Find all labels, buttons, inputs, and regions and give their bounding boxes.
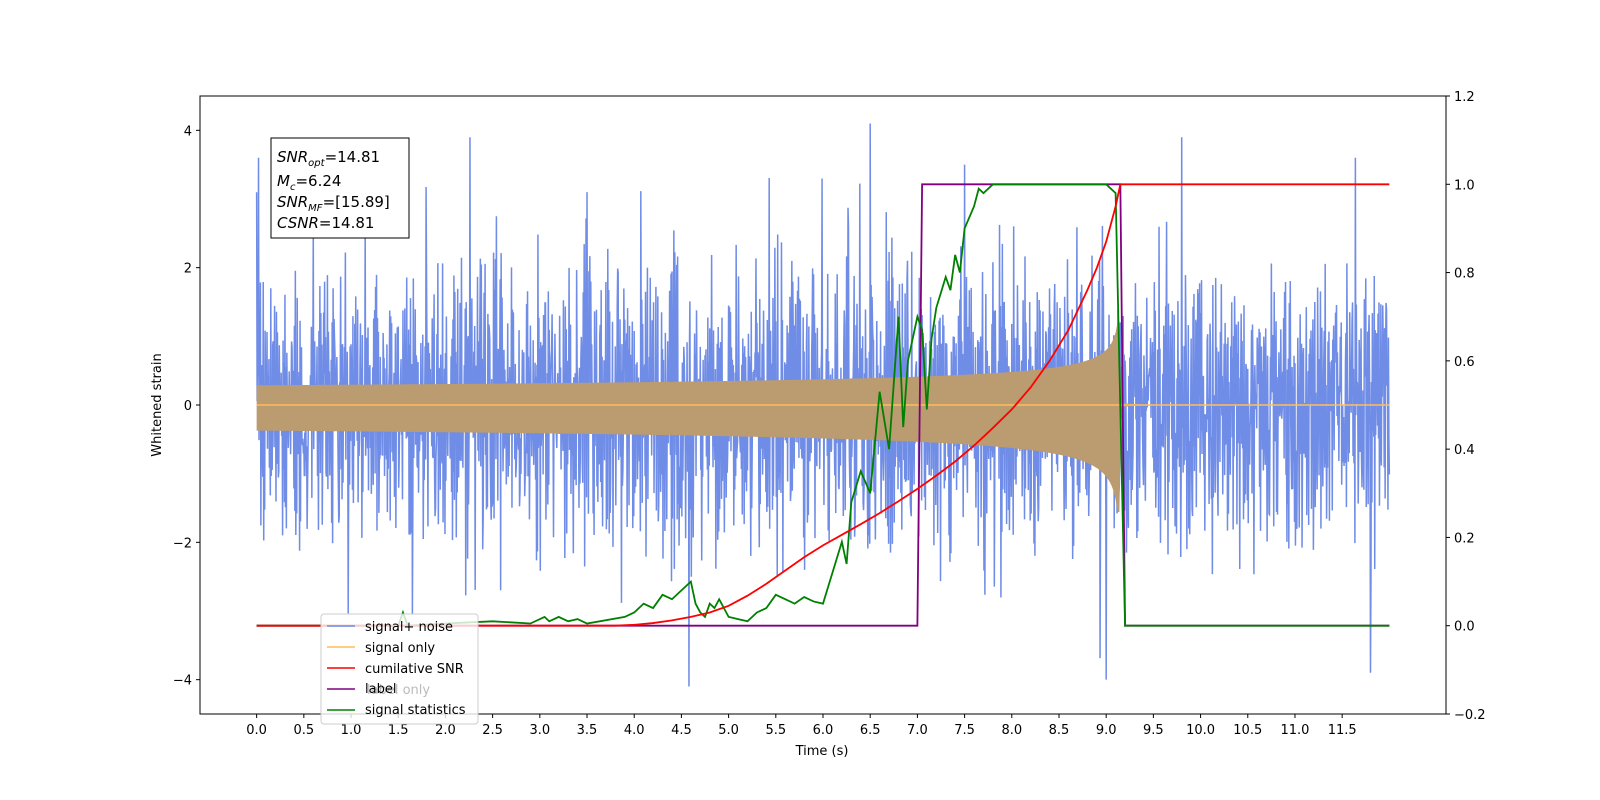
x-tick-label: 5.5 <box>765 723 786 738</box>
series-signal-statistics <box>256 183 1390 627</box>
legend-label-cumulative-snr: cumilative SNR <box>365 662 464 677</box>
legend-label-signal: signal only <box>365 641 435 656</box>
x-axis: 0.0 0.5 1.0 1.5 2.0 2.5 3.0 3.5 4.0 4.5 5.0 5.5 6.0 6… <box>246 714 1357 738</box>
y-tick-label: 4 <box>184 124 192 139</box>
y-tick-label: 2 <box>184 262 192 277</box>
y2-tick-label: 0.4 <box>1454 443 1475 458</box>
y2-tick-label: 1.0 <box>1454 178 1475 193</box>
y-axis-label: Whitened strain <box>150 353 165 456</box>
x-tick-label: 11.0 <box>1280 723 1309 738</box>
series-signal-only-envelope <box>256 322 1390 513</box>
x-tick-label: 10.5 <box>1233 723 1262 738</box>
y2-tick-label: −0.2 <box>1454 708 1486 723</box>
info-snr-mf: SNRMF=[15.89] <box>277 193 390 214</box>
x-tick-label: 11.5 <box>1328 723 1357 738</box>
plot-area <box>255 123 1391 687</box>
x-tick-label: 7.0 <box>907 723 928 738</box>
info-csnr: CSNR=14.81 <box>277 214 374 232</box>
x-tick-label: 9.5 <box>1143 723 1164 738</box>
x-tick-label: 2.5 <box>482 723 503 738</box>
x-tick-label: 5.0 <box>718 723 739 738</box>
x-tick-label: 4.5 <box>671 723 692 738</box>
x-tick-label: 8.5 <box>1049 723 1070 738</box>
y2-tick-label: 0.2 <box>1454 531 1475 546</box>
x-tick-label: 6.5 <box>860 723 881 738</box>
info-box-frame <box>270 137 410 239</box>
x-tick-label: 1.5 <box>388 723 409 738</box>
x-tick-label: 10.0 <box>1186 723 1215 738</box>
x-tick-label: 9.0 <box>1096 723 1117 738</box>
legend-label-hidden: label only <box>367 683 430 698</box>
info-box: SNRopt=14.81 Mc=6.24 SNRMF=[15.89] CSNR=… <box>270 137 410 239</box>
x-tick-label: 1.0 <box>341 723 362 738</box>
x-tick-label: 3.0 <box>529 723 550 738</box>
x-tick-label: 6.0 <box>813 723 834 738</box>
x-tick-label: 8.0 <box>1001 723 1022 738</box>
legend-label-label: label <box>365 682 396 697</box>
legend-label-noise: signal+ noise <box>365 620 453 635</box>
x-tick-label: 0.0 <box>246 723 267 738</box>
y-axis-right: 1.2 1.0 0.8 0.6 0.4 0.2 0.0 −0.2 <box>1446 90 1486 723</box>
y2-tick-label: 0.6 <box>1454 355 1475 370</box>
legend-frame <box>320 613 479 725</box>
x-tick-label: 4.0 <box>624 723 645 738</box>
y-tick-label: −4 <box>173 674 192 689</box>
y2-tick-label: 0.0 <box>1454 620 1475 635</box>
y-tick-label: −2 <box>173 536 192 551</box>
x-axis-label: Time (s) <box>795 744 849 759</box>
x-tick-label: 7.5 <box>954 723 975 738</box>
y-axis-left: 4 2 0 −2 −4 <box>173 124 200 689</box>
series-cumulative-snr <box>256 183 1390 627</box>
x-tick-label: 0.5 <box>293 723 314 738</box>
legend-label-signal-statistics: signal statistics <box>365 703 466 718</box>
legend: signal+ noise signal only cumilative SNR… <box>320 613 479 725</box>
info-snr-opt: SNRopt=14.81 <box>277 148 380 169</box>
y2-tick-label: 1.2 <box>1454 90 1475 105</box>
y2-tick-label: 0.8 <box>1454 267 1475 282</box>
x-tick-label: 3.5 <box>577 723 598 738</box>
y-tick-label: 0 <box>184 399 192 414</box>
info-mc: Mc=6.24 <box>277 172 341 193</box>
x-tick-label: 2.0 <box>435 723 456 738</box>
